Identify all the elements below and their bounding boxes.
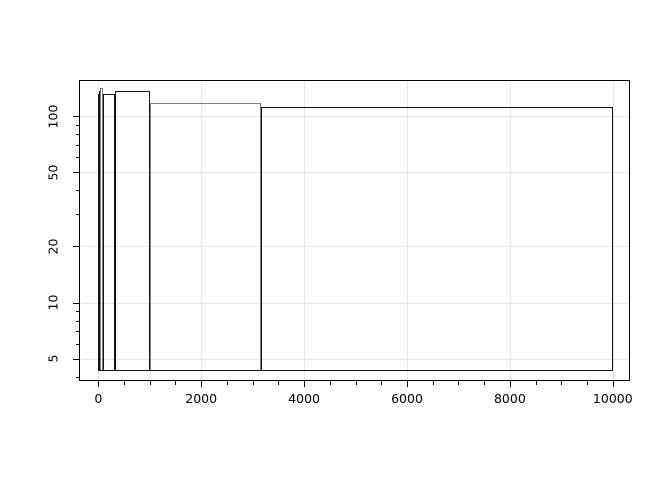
x-gridline	[201, 81, 203, 380]
y-tick-minor	[75, 311, 79, 313]
x-gridline	[304, 81, 306, 380]
y-tick-minor	[75, 190, 79, 192]
x-gridline	[407, 81, 408, 380]
y-tick-minor	[75, 157, 79, 159]
y-tick-label: 5	[45, 354, 60, 363]
y-tick-minor	[75, 144, 79, 146]
x-tick-major	[98, 381, 100, 387]
histogram-bar	[260, 106, 613, 370]
x-tick-minor	[561, 381, 563, 385]
y-tick-label: 10	[45, 294, 60, 311]
x-tick-label: 6000	[391, 391, 423, 406]
x-tick-minor	[484, 381, 486, 385]
x-tick-label: 8000	[493, 391, 526, 406]
y-gridline	[80, 172, 629, 174]
x-tick-major	[304, 381, 306, 387]
x-tick-major	[201, 381, 203, 387]
y-tick-minor	[75, 343, 79, 345]
x-tick-minor	[432, 381, 434, 385]
x-tick-major	[407, 381, 408, 387]
x-tick-minor	[355, 381, 357, 385]
x-tick-label: 0	[94, 391, 103, 406]
x-gridline	[612, 81, 614, 380]
x-tick-minor	[381, 381, 383, 385]
y-tick-minor	[75, 124, 79, 126]
y-tick-minor	[75, 376, 79, 378]
x-tick-label: 2000	[185, 391, 218, 406]
y-tick-label: 100	[45, 104, 60, 128]
plot-panel	[79, 80, 630, 381]
x-gridline	[509, 81, 511, 380]
y-tick-major	[73, 358, 79, 360]
x-tick-minor	[175, 381, 177, 385]
bars-baseline	[98, 369, 613, 372]
y-tick-major	[73, 302, 79, 304]
x-tick-minor	[329, 381, 331, 385]
x-tick-minor	[149, 381, 151, 385]
y-gridline	[80, 246, 629, 248]
y-tick-minor	[75, 134, 79, 136]
x-tick-major	[509, 381, 511, 387]
y-tick-major	[73, 246, 79, 248]
y-tick-minor	[75, 213, 79, 215]
x-tick-minor	[278, 381, 280, 385]
y-tick-label: 50	[45, 164, 60, 181]
y-tick-minor	[75, 331, 79, 333]
x-tick-minor	[252, 381, 254, 385]
y-tick-minor	[75, 320, 79, 322]
histogram-bar	[98, 91, 101, 370]
y-tick-major	[73, 172, 79, 174]
y-gridline	[80, 116, 629, 117]
x-tick-minor	[124, 381, 126, 385]
x-tick-label: 4000	[288, 391, 320, 406]
histogram-bar	[99, 87, 104, 370]
y-tick-label: 20	[45, 238, 60, 255]
x-tick-minor	[226, 381, 228, 385]
x-tick-minor	[458, 381, 460, 385]
y-tick-major	[73, 116, 79, 117]
x-tick-minor	[587, 381, 589, 385]
histogram-bar	[114, 91, 150, 370]
x-tick-minor	[535, 381, 537, 385]
y-gridline	[80, 358, 629, 360]
x-tick-major	[612, 381, 614, 387]
y-gridline	[80, 302, 629, 304]
x-tick-label: 10000	[592, 391, 633, 406]
histogram-bar	[149, 103, 261, 370]
histogram-bar	[103, 93, 115, 370]
